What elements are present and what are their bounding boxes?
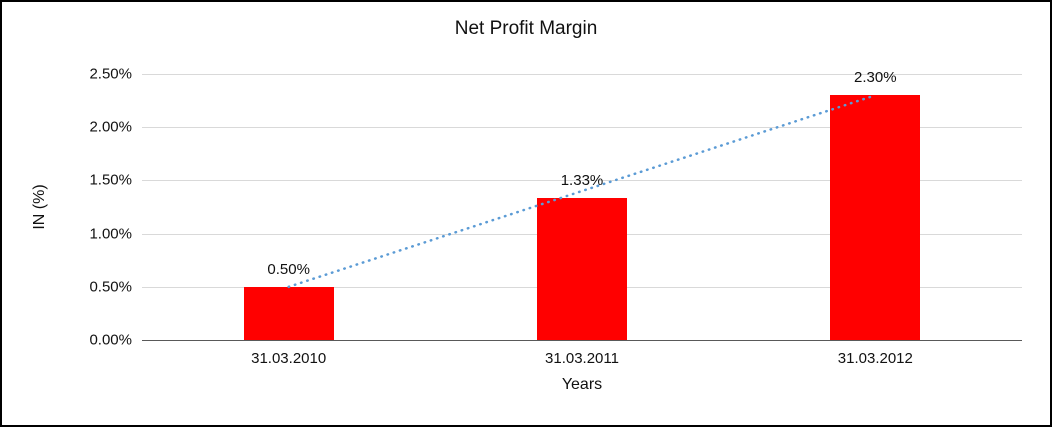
y-tick-label: 2.50% xyxy=(89,65,132,83)
x-axis-title: Years xyxy=(561,376,603,393)
bar-value-label: 1.33% xyxy=(560,172,604,190)
x-tick-label: 31.03.2010 xyxy=(251,350,327,367)
y-tick-label: 1.00% xyxy=(89,225,132,243)
x-axis-line xyxy=(142,340,1022,341)
y-axis-title: IN (%) xyxy=(31,184,48,230)
x-tick-label: 31.03.2011 xyxy=(545,350,619,367)
x-tick-label: 31.03.2012 xyxy=(837,350,913,367)
y-tick-label: 1.50% xyxy=(89,171,132,189)
bar-31.03.2012 xyxy=(830,95,921,340)
gridline xyxy=(142,74,1022,75)
y-tick-label: 0.50% xyxy=(89,278,132,296)
y-tick-label: 2.00% xyxy=(89,118,132,136)
bar-31.03.2010 xyxy=(243,286,334,340)
bar-value-label: 2.30% xyxy=(854,69,897,87)
bar-value-label: 0.50% xyxy=(267,260,310,278)
y-tick-label: 0.00% xyxy=(89,331,132,349)
chart-title: Net Profit Margin xyxy=(454,18,598,39)
bar-31.03.2011 xyxy=(537,198,627,340)
